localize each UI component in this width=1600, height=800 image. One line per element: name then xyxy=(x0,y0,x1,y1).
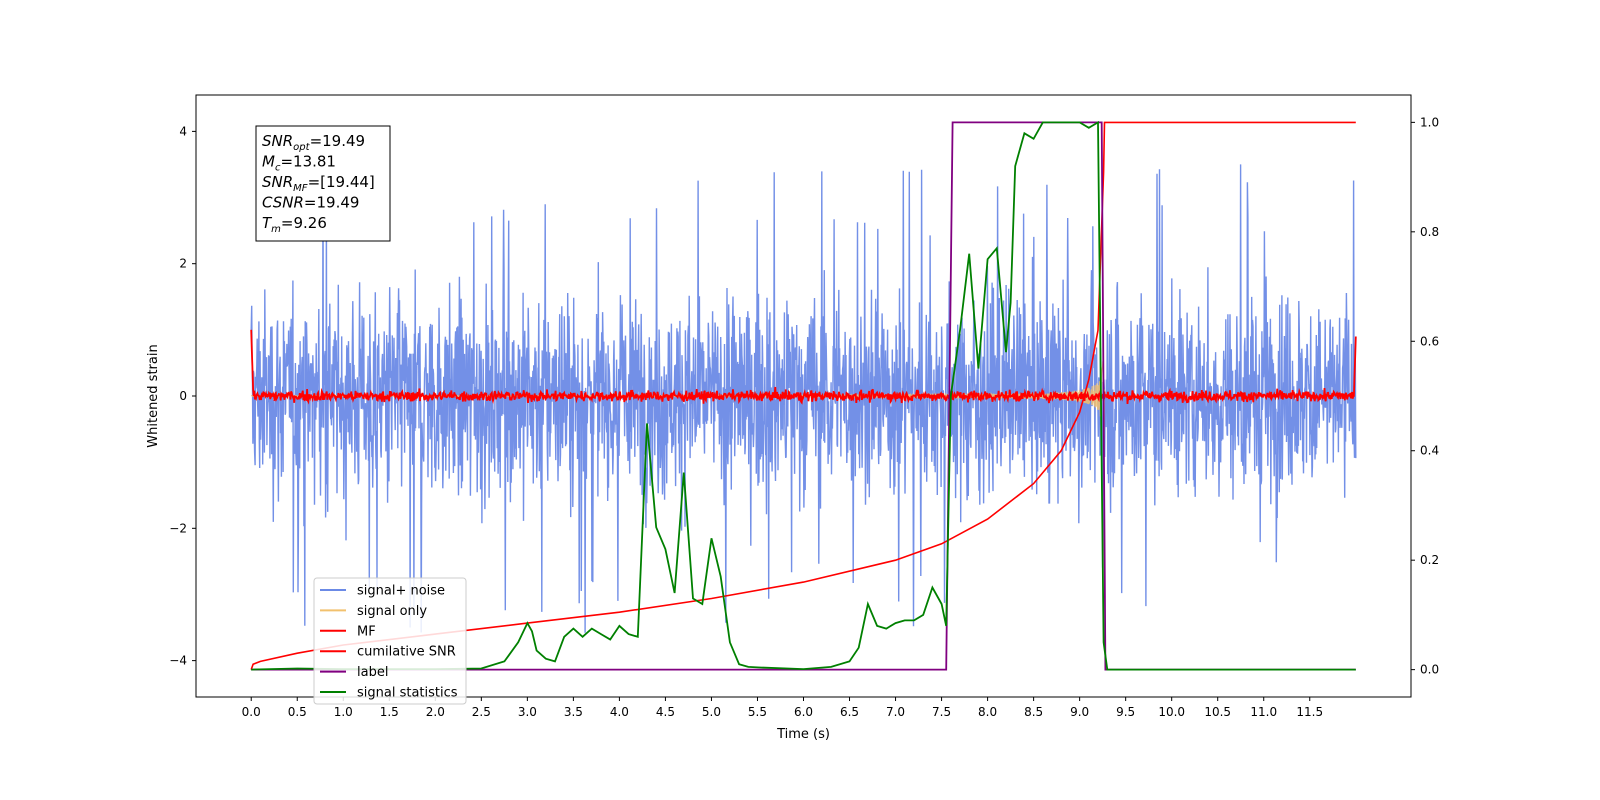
series-signal-noise-line xyxy=(250,160,1357,633)
x-tick-label: 6.0 xyxy=(794,705,813,719)
x-tick-label: 5.0 xyxy=(702,705,721,719)
x-tick-label: 0.5 xyxy=(288,705,307,719)
axis-ticks: 0.0 0.5 1.0 1.5 2.0 2.5 3.0 3.5 4.0 4.5 5.0 5.5 6.0 6… xyxy=(169,115,1439,719)
x-tick-label: 6.5 xyxy=(840,705,859,719)
legend-entry-label: cumilative SNR xyxy=(357,645,456,660)
legend: signal+ noise signal only MF cumilative SNR… xyxy=(313,577,467,705)
x-tick-label: 9.0 xyxy=(1070,705,1089,719)
x-tick-label: 10.5 xyxy=(1204,705,1231,719)
x-tick-label: 8.5 xyxy=(1024,705,1043,719)
x-tick-label: 2.0 xyxy=(426,705,445,719)
series-mf-line xyxy=(250,329,1357,405)
legend-entry-label: signal statistics xyxy=(357,686,458,701)
x-tick-label: 8.0 xyxy=(978,705,997,719)
annotation-frame xyxy=(255,125,391,242)
x-axis-label: Time (s) xyxy=(776,727,830,742)
y-tick-label: −2 xyxy=(169,521,187,535)
x-tick-label: 10.0 xyxy=(1158,705,1185,719)
annotation-line: Mc=13.81 xyxy=(262,153,336,174)
y2-tick-label: 0.0 xyxy=(1420,663,1439,677)
y2-tick-label: 0.6 xyxy=(1420,334,1439,348)
legend-entry-label: signal only xyxy=(357,604,427,619)
x-tick-label: 9.5 xyxy=(1116,705,1135,719)
y-tick-label: −4 xyxy=(169,654,187,668)
x-tick-label: 3.0 xyxy=(518,705,537,719)
plot-area xyxy=(250,120,1357,671)
series-signal-statistics-line xyxy=(251,120,1356,671)
x-tick-label: 7.5 xyxy=(932,705,951,719)
x-tick-label: 5.5 xyxy=(748,705,767,719)
y2-tick-label: 0.2 xyxy=(1420,553,1439,567)
x-tick-label: 4.0 xyxy=(610,705,629,719)
x-tick-label: 3.5 xyxy=(564,705,583,719)
y2-tick-label: 1.0 xyxy=(1420,115,1439,129)
annotation-box: SNRopt=19.49Mc=13.81SNRMF=[19.44]CSNR=19… xyxy=(255,125,391,242)
annotation-line: SNRMF=[19.44] xyxy=(262,173,375,194)
annotation-line: SNRopt=19.49 xyxy=(262,132,365,153)
x-tick-label: 11.0 xyxy=(1250,705,1277,719)
legend-entry-label: signal+ noise xyxy=(357,584,445,599)
y-tick-label: 4 xyxy=(179,124,187,138)
x-tick-label: 11.5 xyxy=(1296,705,1323,719)
x-tick-label: 2.5 xyxy=(472,705,491,719)
legend-frame xyxy=(313,577,467,705)
x-tick-label: 7.0 xyxy=(886,705,905,719)
annotation-line: Tm=9.26 xyxy=(262,214,327,235)
x-tick-label: 4.5 xyxy=(656,705,675,719)
x-tick-label: 1.5 xyxy=(380,705,399,719)
y-axis-label: Whitened strain xyxy=(146,344,161,447)
y2-tick-label: 0.4 xyxy=(1420,444,1439,458)
x-tick-label: 0.0 xyxy=(242,705,261,719)
y-tick-label: 0 xyxy=(179,389,187,403)
annotation-line: CSNR=19.49 xyxy=(262,194,359,212)
y-tick-label: 2 xyxy=(179,257,187,271)
series-cumulative-snr-line xyxy=(250,121,1356,670)
y2-tick-label: 0.8 xyxy=(1420,225,1439,239)
legend-entry-label: label xyxy=(357,665,388,680)
x-tick-label: 1.0 xyxy=(334,705,353,719)
legend-entry-label: MF xyxy=(357,624,376,639)
